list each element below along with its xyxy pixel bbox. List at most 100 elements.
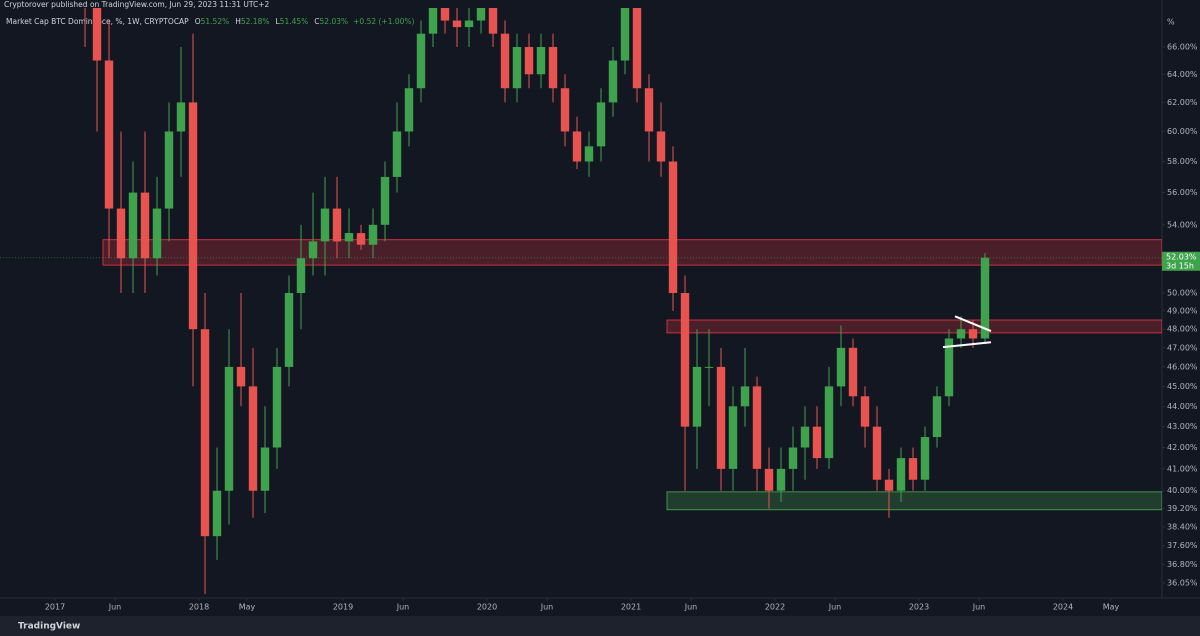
ohlc-key: C (314, 17, 319, 26)
x-tick-label: Jun (684, 603, 698, 612)
candle-body (584, 146, 594, 162)
candle-body (464, 20, 474, 28)
candle-body (692, 366, 702, 427)
plot (0, 8, 1162, 595)
candle-body (620, 8, 630, 61)
candle-body (296, 258, 306, 294)
candle-body (980, 257, 990, 339)
footer-brand: TradingView (18, 622, 80, 632)
candle-body (728, 406, 738, 469)
x-tick-label: 2022 (765, 603, 785, 612)
y-tick-label: 40.00% (1167, 486, 1198, 495)
candle-body (212, 490, 222, 537)
candle-body (392, 131, 402, 177)
candle-body (500, 33, 510, 89)
candle-body (116, 208, 126, 259)
candle-body (896, 458, 906, 491)
candle-body (272, 366, 282, 448)
candle-body (320, 208, 330, 242)
candle-body (344, 233, 354, 242)
y-tick-label: 36.80% (1167, 560, 1198, 569)
candle-body (200, 329, 210, 537)
candle-body (128, 192, 138, 259)
candle-body (164, 131, 174, 209)
candle-body (944, 338, 954, 397)
x-tick-label: 2024 (1053, 603, 1073, 612)
y-tick-label: 58.00% (1167, 157, 1198, 166)
x-tick-label: 2021 (621, 603, 641, 612)
candle-body (308, 241, 318, 259)
candle-body (260, 447, 270, 491)
y-tick-label: 41.00% (1167, 464, 1198, 473)
candle-body (548, 47, 558, 89)
candle-body (668, 161, 678, 294)
ohlc-key: L (275, 17, 280, 26)
candle-body (380, 176, 390, 225)
candle-body (764, 468, 774, 491)
change: +0.52 (+1.00%) (353, 17, 414, 26)
candle-body (356, 233, 366, 245)
y-tick-label: 50.00% (1167, 289, 1198, 298)
symbol-line: Market Cap BTC Dominance, %, 1W, CRYPTOC… (6, 17, 415, 26)
candle-body (848, 347, 858, 397)
candle-body (236, 366, 246, 387)
candle-body (656, 131, 666, 162)
candle-body (404, 88, 414, 132)
ohlc-key: H (235, 17, 241, 26)
trendline (942, 341, 992, 349)
y-tick-label: 62.00% (1167, 98, 1198, 107)
x-tick-label: 2017 (45, 603, 65, 612)
y-tick-label: 38.40% (1167, 522, 1198, 531)
y-tick-label: 49.00% (1167, 306, 1198, 315)
candle-body (248, 386, 258, 491)
candle-body (812, 426, 822, 459)
ohlc-value: 52.03% (320, 17, 349, 26)
last-price-box (1162, 251, 1200, 271)
candle-body (704, 366, 714, 368)
candle-body (524, 47, 534, 75)
candle-body (224, 366, 234, 491)
candle-body (332, 208, 342, 242)
candle-body (92, 8, 102, 61)
candle-body (908, 458, 918, 480)
x-tick-label: Jun (396, 603, 410, 612)
last-price-label: 52.03% (1166, 252, 1197, 261)
candle-body (476, 8, 486, 21)
x-tick-label: May (1103, 603, 1120, 612)
y-tick-label: 45.00% (1167, 382, 1198, 391)
x-tick-label: 2018 (189, 603, 209, 612)
countdown: 3d 15h (1166, 261, 1194, 270)
candle-body (776, 468, 786, 491)
y-tick-label: 48.00% (1167, 325, 1198, 334)
y-tick-label: 64.00% (1167, 70, 1198, 79)
candle-body (932, 396, 942, 438)
zone (666, 319, 1162, 334)
axis-unit: % (1167, 18, 1175, 27)
ohlc-key: O (195, 17, 201, 26)
y-tick-label: 66.00% (1167, 43, 1198, 52)
candle-body (152, 208, 162, 259)
y-tick-label: 36.05% (1167, 578, 1198, 587)
candle-body (560, 88, 570, 132)
ohlc-value: 51.52% (201, 17, 230, 26)
candle-body (140, 192, 150, 259)
candle-body (608, 60, 618, 103)
trendline (954, 315, 992, 332)
y-tick-label: 47.00% (1167, 343, 1198, 352)
y-tick-label: 43.00% (1167, 422, 1198, 431)
candle-body (284, 293, 294, 367)
candle-body (680, 293, 690, 427)
candle-body (428, 8, 438, 34)
candle-body (752, 386, 762, 469)
candle-body (596, 102, 606, 147)
candle-body (644, 88, 654, 132)
x-tick-label: May (239, 603, 256, 612)
candle-body (176, 102, 186, 132)
y-tick-label: 39.20% (1167, 504, 1198, 513)
candle-body (740, 386, 750, 407)
y-tick-label: 60.00% (1167, 127, 1198, 136)
x-tick-label: Jun (108, 603, 122, 612)
candle-body (188, 102, 198, 330)
x-tick-label: 2019 (333, 603, 353, 612)
